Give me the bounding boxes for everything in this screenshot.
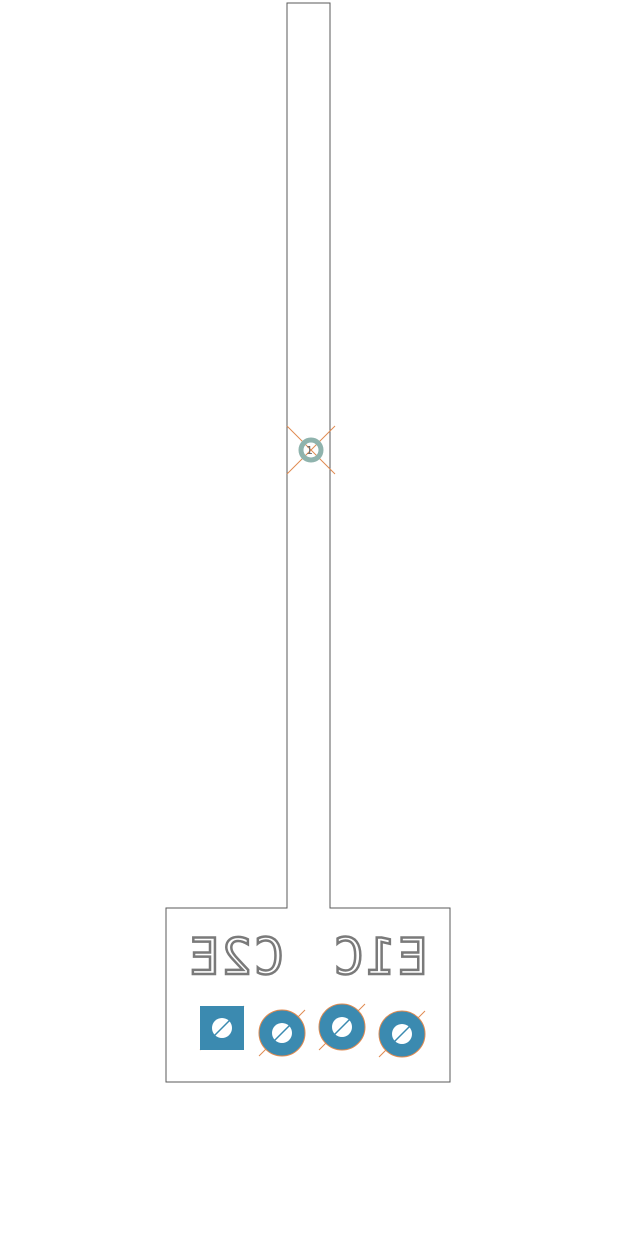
pad-3[interactable] — [318, 1003, 366, 1051]
board-outline — [165, 2, 451, 1083]
pad-4[interactable] — [378, 1010, 426, 1058]
silkscreen-label-e1c: E1C — [332, 928, 428, 986]
mounting-hole: 1 — [286, 425, 336, 475]
silkscreen-label-c2e: C2E — [188, 928, 284, 986]
pad-2[interactable] — [258, 1009, 306, 1057]
mounting-hole-label: 1 — [306, 444, 313, 457]
pad-1[interactable] — [199, 1005, 245, 1051]
